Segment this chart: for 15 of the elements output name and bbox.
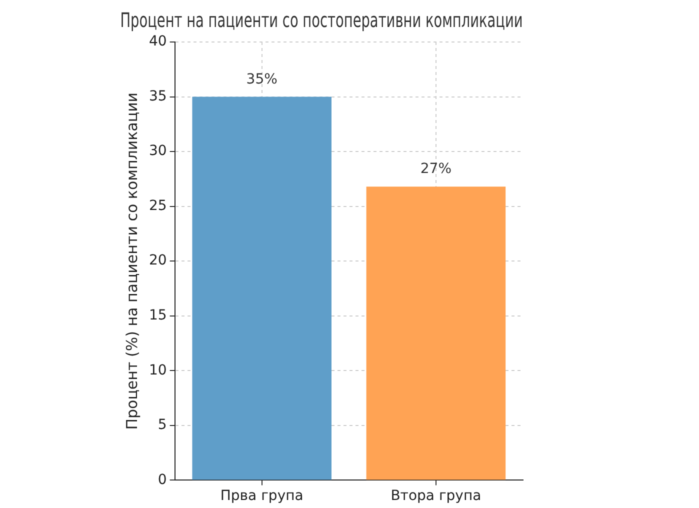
y-tick-label: 10 bbox=[148, 362, 167, 378]
x-tick-label: Прва група bbox=[220, 488, 304, 504]
data-label: 35% bbox=[246, 71, 278, 88]
chart-title: Процент на пациенти со постоперативни компликации bbox=[120, 10, 523, 34]
y-tick-label: 25 bbox=[148, 198, 167, 214]
y-tick-label: 20 bbox=[148, 252, 167, 269]
data-label: 27% bbox=[420, 161, 452, 178]
y-tick-label: 30 bbox=[148, 143, 167, 160]
y-tick-label: 40 bbox=[148, 34, 167, 50]
y-tick-label: 35 bbox=[148, 88, 167, 104]
y-tick-label: 0 bbox=[158, 472, 167, 488]
y-tick-label: 15 bbox=[148, 308, 167, 324]
y-tick-label: 5 bbox=[158, 417, 167, 434]
x-tick-label: Втора група bbox=[390, 488, 482, 504]
y-axis-title: Процент (%) на пациенти со компликации bbox=[122, 92, 141, 430]
